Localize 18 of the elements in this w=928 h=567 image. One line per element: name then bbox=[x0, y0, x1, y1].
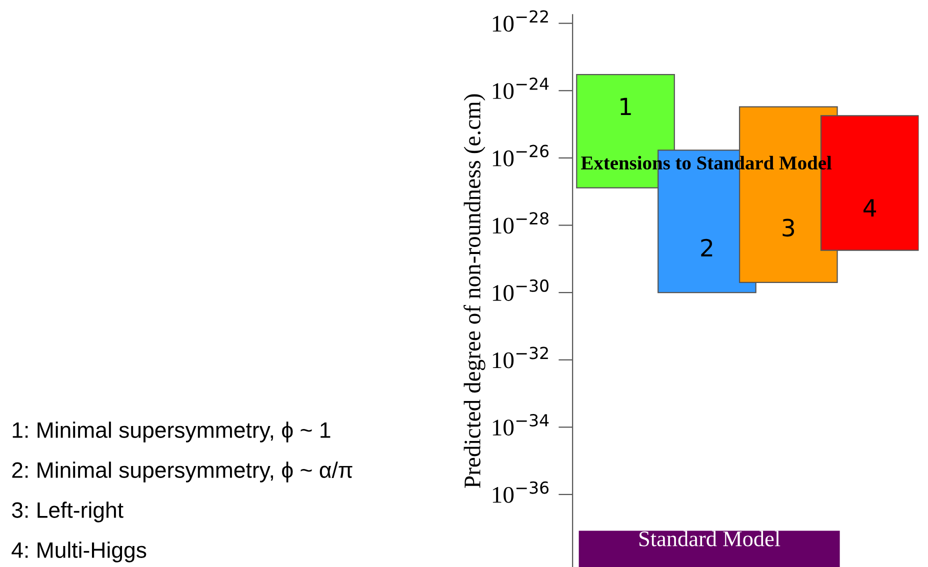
y-tick-label: 10$^{−32}$ bbox=[492, 346, 548, 368]
y-tick-label: 10$^{−28}$ bbox=[492, 212, 548, 234]
y-tick-label: 10$^{−34}$ bbox=[492, 414, 549, 436]
y-tick-label: 10$^{−26}$ bbox=[492, 144, 549, 166]
y-axis-title: Predicted degree of non-roundness (e.cm) bbox=[464, 94, 486, 488]
band-label: Standard Model bbox=[640, 530, 780, 546]
text: 4: Multi-Higgs bbox=[12, 542, 146, 562]
text: 1: Minimal supersymmetry, ϕ ~ 1 bbox=[12, 422, 330, 442]
text: 3: Left-right bbox=[12, 502, 124, 522]
x-tick-label: 3 bbox=[782, 218, 794, 237]
y-tick-label: 10$^{−36}$ bbox=[492, 481, 549, 503]
x-tick-label: 4 bbox=[863, 199, 876, 216]
x-tick-label: 1 bbox=[620, 98, 631, 116]
x-tick-label: 2 bbox=[701, 238, 712, 256]
y-tick-label: 10$^{−30}$ bbox=[492, 279, 548, 301]
text: 2: Minimal supersymmetry, ϕ ~ α/π bbox=[12, 462, 352, 482]
y-tick-label: 10$^{−22}$ bbox=[492, 10, 548, 32]
y-tick-label: 10$^{−24}$ bbox=[492, 78, 549, 100]
